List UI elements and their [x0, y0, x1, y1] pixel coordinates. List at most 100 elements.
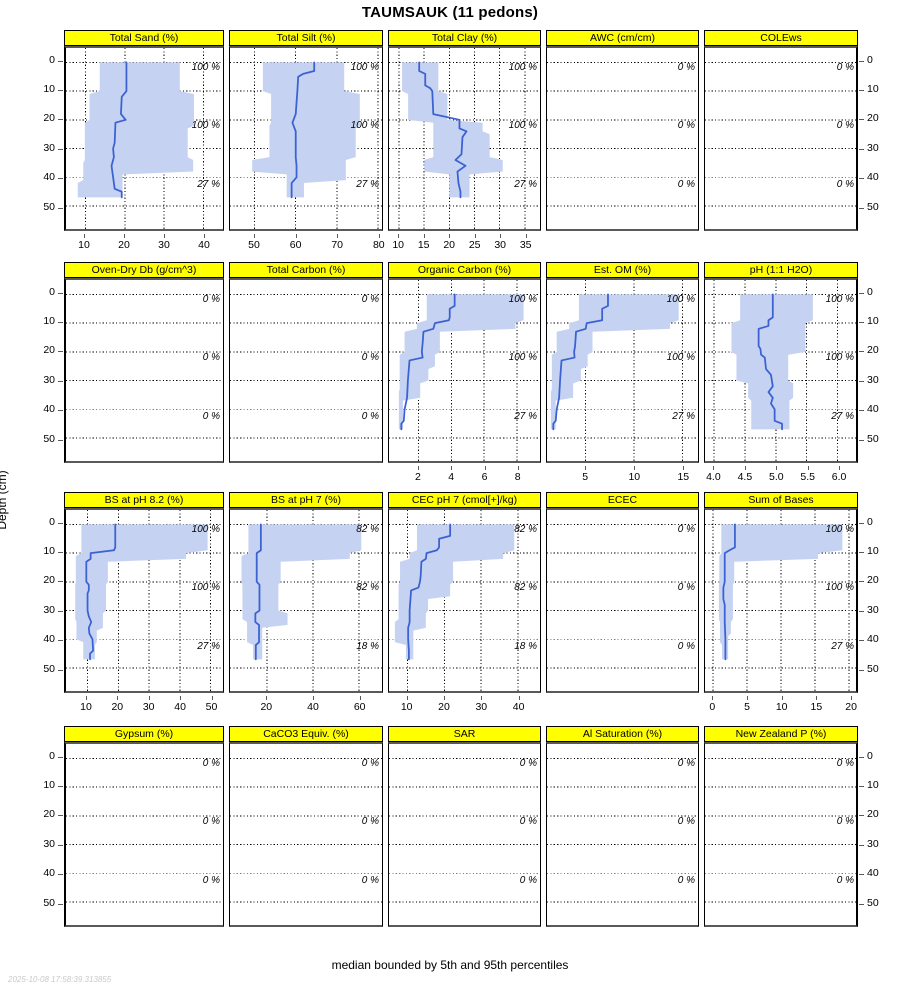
value-axis-tick-label: 30	[475, 701, 488, 713]
value-axis-tick	[124, 234, 125, 238]
panel-strip-label: Organic Carbon (%)	[417, 264, 512, 276]
contributing-percent-label: 0 %	[836, 816, 854, 828]
contributing-percent-label: 0 %	[836, 61, 854, 73]
contributing-percent-label: 0 %	[202, 411, 220, 423]
contributing-percent-label: 100 %	[825, 582, 854, 594]
depth-tick-left	[58, 410, 63, 412]
value-axis-tick-label: 20	[118, 239, 130, 251]
contributing-percent-label: 0 %	[202, 352, 220, 364]
contributing-percent-label: 0 %	[361, 411, 379, 423]
depth-tick-right	[859, 815, 864, 817]
contributing-percent-label: 100 %	[666, 352, 695, 364]
contributing-percent-label: 82 %	[514, 523, 537, 535]
contributing-percent-label: 27 %	[197, 641, 220, 653]
contributing-percent-label: 0 %	[677, 757, 695, 769]
value-axis-tick	[211, 696, 213, 700]
profile-panel	[64, 508, 224, 693]
depth-tick-right	[859, 756, 864, 758]
panel-strip-header: Total Silt (%)	[229, 30, 383, 46]
contributing-percent-label: 100 %	[825, 352, 854, 364]
depth-tick-left	[58, 552, 63, 554]
profile-panel	[229, 46, 383, 231]
value-axis-tick-label: 5	[744, 701, 750, 713]
value-axis-tick-label: 60	[289, 239, 302, 251]
value-axis-tick	[481, 696, 483, 700]
profile-panel	[229, 278, 383, 463]
depth-axis-label-left: 10	[43, 83, 55, 96]
depth-axis-label-right: 40	[867, 171, 879, 184]
value-axis-tick-label: 4	[448, 471, 455, 483]
value-axis-tick	[500, 234, 502, 238]
contributing-percent-label: 0 %	[202, 757, 220, 769]
value-axis-tick	[525, 234, 527, 238]
contributing-percent-label: 0 %	[519, 816, 537, 828]
value-axis-row: 10 20 30 40 50 20 40 60 10 20 30 40 0 5 10 15 20	[0, 696, 900, 718]
contributing-percent-label: 0 %	[836, 120, 854, 132]
depth-axis-label-right: 10	[867, 83, 879, 96]
contributing-percent-label: 100 %	[666, 293, 695, 305]
contributing-percent-label: 100 %	[508, 120, 537, 132]
profile-panel	[704, 46, 858, 231]
depth-axis-label-left: 0	[49, 515, 55, 528]
depth-axis-label-right: 50	[867, 662, 879, 675]
value-axis-tick	[781, 696, 783, 700]
panel-strip-header: BS at pH 7 (%)	[229, 492, 383, 508]
contributing-percent-label: 0 %	[519, 875, 537, 887]
depth-axis-label-left: 50	[43, 896, 55, 909]
depth-tick-left	[58, 119, 63, 121]
depth-axis-label-left: 40	[43, 171, 55, 184]
panel-strip-label: Sum of Bases	[748, 494, 814, 506]
contributing-percent-label: 0 %	[677, 179, 695, 191]
depth-axis-label-right: 30	[867, 837, 879, 850]
depth-tick-right	[859, 322, 864, 324]
value-axis-tick-label: 5.0	[768, 471, 784, 483]
value-axis-tick	[451, 466, 453, 470]
value-axis-tick	[378, 234, 380, 238]
value-axis-tick-label: 4.5	[737, 471, 753, 483]
profile-panel	[64, 46, 224, 231]
depth-axis-label-left: 30	[43, 373, 55, 386]
profile-panel	[388, 508, 541, 693]
depth-tick-right	[859, 874, 864, 876]
value-axis-tick	[634, 466, 636, 470]
panel-strip-header: Al Saturation (%)	[546, 726, 699, 742]
depth-tick-left	[58, 522, 63, 524]
value-axis-tick-label: 0	[709, 701, 716, 713]
depth-tick-right	[859, 178, 864, 180]
depth-tick-left	[58, 903, 63, 905]
depth-axis-label-right: 20	[867, 574, 879, 587]
depth-axis-label-left: 50	[43, 662, 55, 675]
panel-strip-header: AWC (cm/cm)	[546, 30, 699, 46]
contributing-percent-label: 100 %	[191, 582, 220, 594]
panel-strip-label: COLEws	[760, 32, 802, 44]
contributing-percent-label: 27 %	[514, 411, 537, 423]
depth-axis-label-right: 40	[867, 403, 879, 416]
panel-strip-header: Est. OM (%)	[546, 262, 699, 278]
depth-tick-right	[859, 786, 864, 788]
contributing-percent-label: 100 %	[508, 293, 537, 305]
value-axis-tick-label: 5	[582, 471, 589, 483]
value-axis-tick	[406, 696, 408, 700]
contributing-percent-label: 100 %	[508, 352, 537, 364]
depth-axis-label-left: 20	[43, 574, 55, 587]
depth-tick-right	[859, 60, 864, 62]
value-axis-row	[0, 930, 900, 952]
value-axis-tick-label: 30	[142, 701, 155, 713]
panel-strip-label: Total Sand (%)	[109, 32, 179, 44]
contributing-percent-label: 0 %	[361, 352, 379, 364]
panel-strip-label: pH (1:1 H2O)	[749, 264, 813, 276]
contributing-percent-label: 100 %	[508, 61, 537, 73]
value-axis-tick-label: 50	[248, 239, 260, 251]
profile-panel	[388, 278, 541, 463]
value-axis-row: 10 20 30 40 50 60 70 80 10 15 20 25 30 35	[0, 234, 900, 256]
contributing-percent-label: 0 %	[677, 816, 695, 828]
panel-strip-header: Gypsum (%)	[64, 726, 224, 742]
panel-strip-header: Total Sand (%)	[64, 30, 224, 46]
contributing-percent-label: 100 %	[350, 120, 379, 132]
depth-tick-left	[58, 640, 63, 642]
contributing-percent-label: 0 %	[677, 875, 695, 887]
depth-axis-label-left: 20	[43, 344, 55, 357]
depth-tick-left	[58, 322, 63, 324]
value-axis-tick	[683, 466, 685, 470]
depth-axis-label-left: 0	[49, 285, 55, 298]
